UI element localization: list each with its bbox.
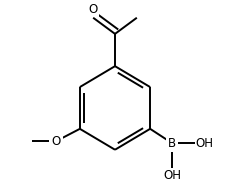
Text: OH: OH — [162, 169, 180, 182]
Text: B: B — [167, 137, 175, 150]
Text: O: O — [88, 3, 97, 16]
Text: OH: OH — [195, 137, 213, 150]
Text: O: O — [51, 135, 60, 148]
